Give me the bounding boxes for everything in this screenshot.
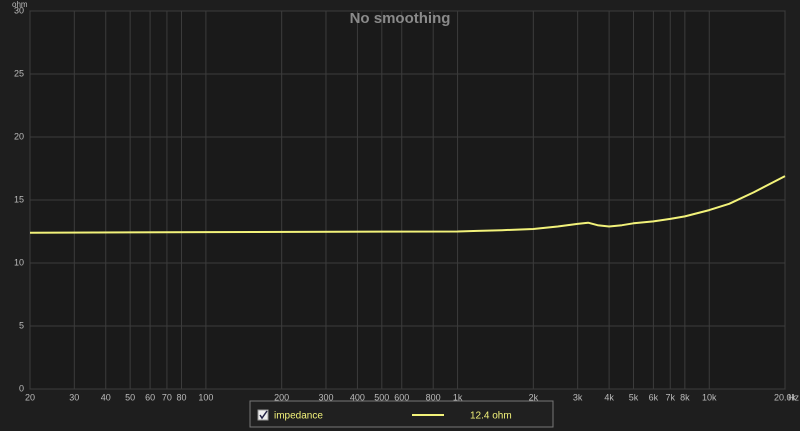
x-tick-label: 3k — [573, 392, 583, 402]
chart-title: No smoothing — [350, 10, 451, 27]
y-tick-label: 5 — [19, 320, 24, 330]
y-tick-label: 15 — [14, 194, 24, 204]
x-unit: Hz — [788, 392, 799, 402]
x-tick-label: 5k — [629, 392, 639, 402]
y-tick-label: 25 — [14, 68, 24, 78]
legend — [249, 400, 554, 428]
x-tick-label: 10k — [702, 392, 717, 402]
x-tick-label: 20.0k — [774, 392, 797, 402]
x-tick-label: 2k — [529, 392, 539, 402]
x-tick-label: 6k — [649, 392, 659, 402]
x-tick-label: 800 — [426, 392, 441, 402]
x-tick-label: 30 — [69, 392, 79, 402]
y-unit: ohm — [12, 0, 28, 9]
y-tick-label: 10 — [14, 257, 24, 267]
x-tick-label: 1k — [453, 392, 463, 402]
legend-value: 12.4 ohm — [470, 411, 512, 422]
y-tick-label: 20 — [14, 131, 24, 141]
x-tick-label: 600 — [394, 392, 409, 402]
x-tick-label: 40 — [101, 392, 111, 402]
y-tick-label: 0 — [19, 383, 24, 393]
x-tick-label: 60 — [145, 392, 155, 402]
x-tick-label: 500 — [374, 392, 389, 402]
x-tick-label: 80 — [177, 392, 187, 402]
x-tick-label: 4k — [604, 392, 614, 402]
x-tick-label: 200 — [274, 392, 289, 402]
y-tick-label: 30 — [14, 5, 24, 15]
x-tick-label: 400 — [350, 392, 365, 402]
legend-label: impedance — [274, 411, 323, 422]
x-tick-label: 20 — [25, 392, 35, 402]
x-tick-label: 70 — [162, 392, 172, 402]
data-line — [29, 175, 786, 234]
x-tick-label: 100 — [198, 392, 213, 402]
x-tick-label: 300 — [318, 392, 333, 402]
x-tick-label: 8k — [680, 392, 690, 402]
checkmark — [259, 410, 268, 420]
x-tick-label: 50 — [125, 392, 135, 402]
x-tick-label: 7k — [665, 392, 675, 402]
legend-checkbox[interactable] — [257, 409, 269, 421]
